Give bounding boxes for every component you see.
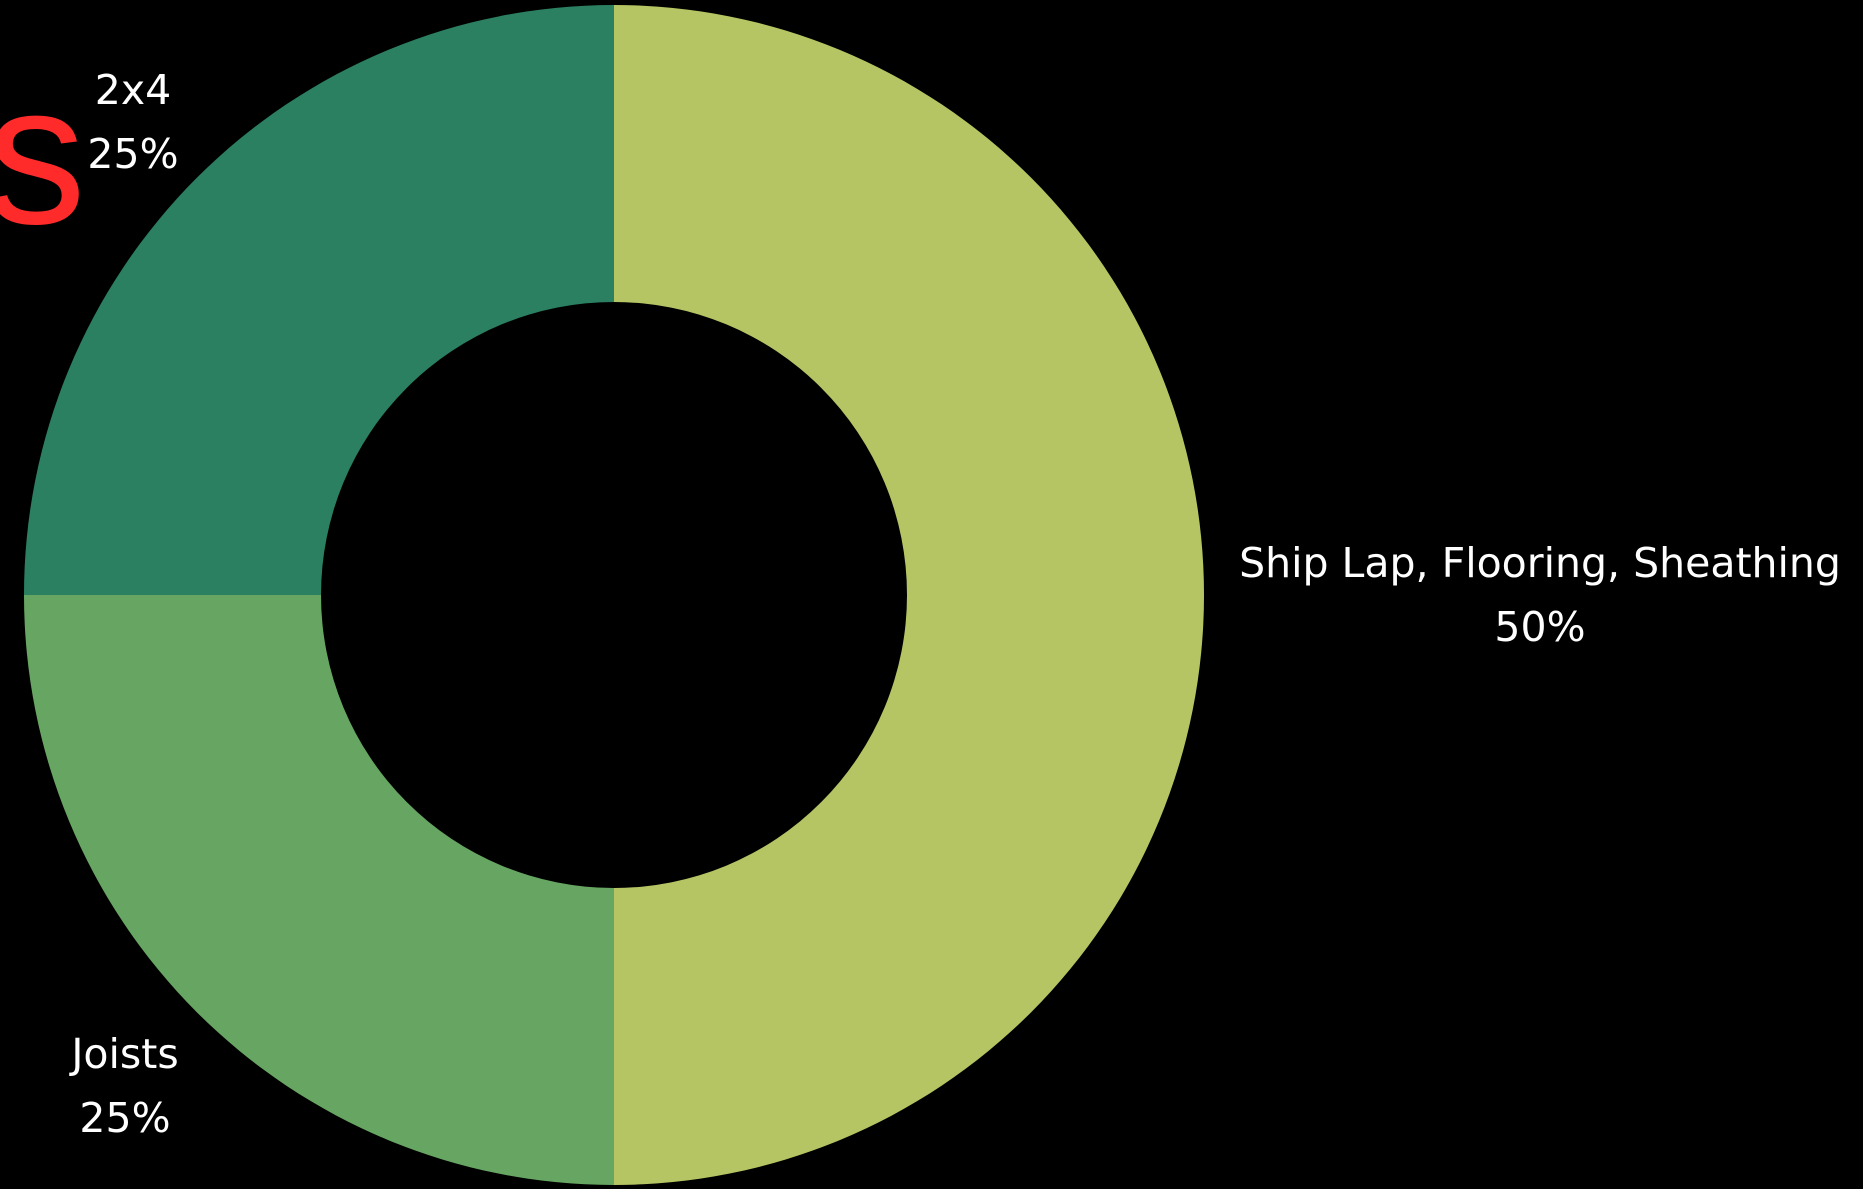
donut-slice-2x4: [24, 5, 614, 595]
slice-name-joists: Joists: [71, 1030, 179, 1078]
slice-value-2x4: 25%: [87, 130, 179, 178]
slice-label-2x4: 2x4 25%: [87, 58, 178, 186]
slice-label-joists: Joists 25%: [71, 1022, 178, 1150]
slice-label-ship-lap: Ship Lap, Flooring, Sheathing 50%: [1239, 531, 1841, 659]
slice-value-joists: 25%: [79, 1094, 171, 1142]
slice-name-ship-lap: Ship Lap, Flooring, Sheathing: [1239, 539, 1841, 587]
donut-slice-ship-lap-flooring-sheathing: [614, 5, 1204, 1185]
donut-slice-joists: [24, 595, 614, 1185]
slice-value-ship-lap: 50%: [1494, 603, 1586, 651]
slice-name-2x4: 2x4: [94, 66, 172, 114]
partial-title: s: [0, 43, 86, 266]
